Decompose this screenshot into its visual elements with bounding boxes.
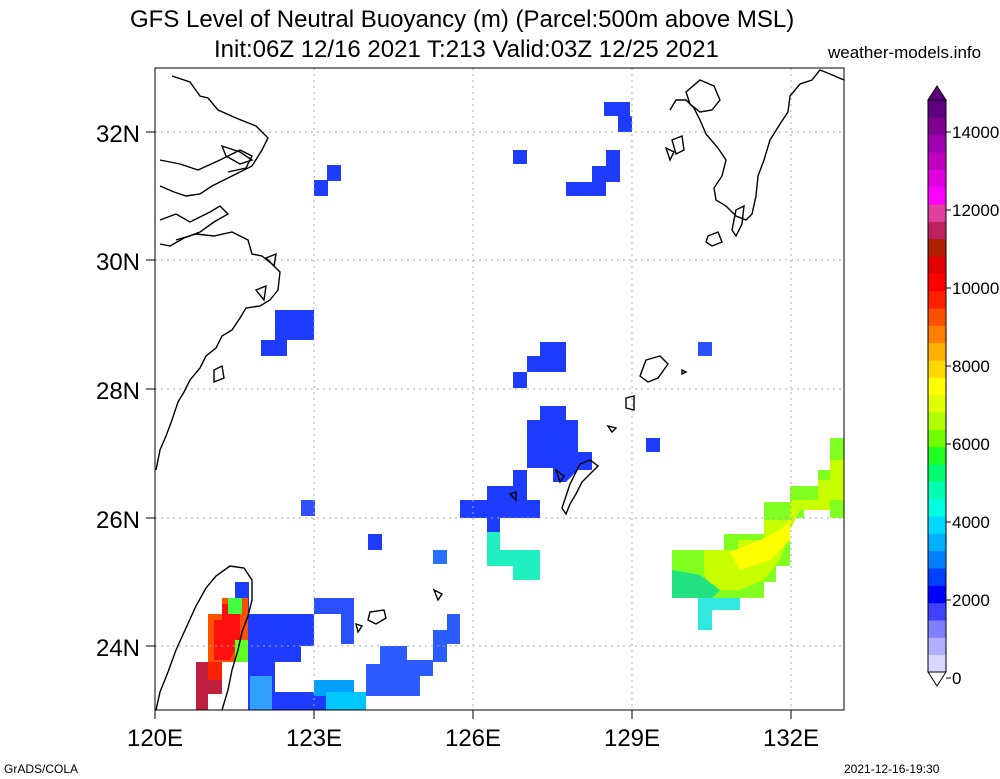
- colorbar-frame: [927, 99, 947, 673]
- lat-label-32n: 32N: [96, 121, 140, 148]
- colorbar-min-arrow: [927, 671, 947, 687]
- colorbar-segment: [928, 273, 946, 292]
- colorbar-segment: [928, 360, 946, 378]
- colorbar-segment: [928, 256, 946, 274]
- colorbar-label-12000: 12000: [952, 201, 999, 220]
- lon-label-129e: 129E: [604, 725, 660, 752]
- colorbar-label-8000: 8000: [952, 357, 990, 376]
- colorbar-label-10000: 10000: [952, 279, 999, 298]
- colorbar-segment: [928, 516, 946, 534]
- colorbar-segment: [928, 429, 946, 448]
- lon-label-132e: 132E: [763, 725, 819, 752]
- colorbar: [927, 85, 951, 687]
- colorbar-segment: [928, 204, 946, 222]
- site-label: weather-models.info: [828, 43, 982, 62]
- colorbar-segment: [928, 152, 946, 170]
- colorbar-segment: [928, 290, 946, 309]
- colorbar-max-arrow: [927, 85, 947, 101]
- colorbar-segment: [928, 221, 946, 240]
- grid-lines: [155, 68, 844, 710]
- colorbar-segment: [928, 464, 946, 482]
- footer-right: 2021-12-16-19:30: [844, 762, 940, 776]
- colorbar-segment: [928, 620, 946, 638]
- coastlines: [155, 69, 844, 710]
- title-line-1: GFS Level of Neutral Buoyancy (m) (Parce…: [130, 6, 795, 33]
- colorbar-label-2000: 2000: [952, 591, 990, 610]
- colorbar-segment: [928, 186, 946, 205]
- colorbar-segment: [928, 325, 946, 344]
- colorbar-segment: [928, 654, 946, 673]
- colorbar-label-0: 0: [952, 669, 961, 688]
- lon-label-126e: 126E: [445, 725, 501, 752]
- colorbar-segment: [928, 308, 946, 326]
- colorbar-label-14000: 14000: [952, 123, 999, 142]
- colorbar-segment: [928, 412, 946, 430]
- colorbar-segment: [928, 238, 946, 257]
- colorbar-segment: [928, 498, 946, 517]
- colorbar-segment: [928, 585, 946, 604]
- colorbar-segment: [928, 550, 946, 569]
- colorbar-segment: [928, 446, 946, 465]
- colorbar-segment: [928, 394, 946, 413]
- axis-ticks: [146, 131, 792, 719]
- lat-label-30n: 30N: [96, 249, 140, 276]
- title-line-2: Init:06Z 12/16 2021 T:213 Valid:03Z 12/2…: [214, 36, 719, 63]
- colorbar-segment: [928, 342, 946, 361]
- lon-label-123e: 123E: [286, 725, 342, 752]
- lat-label-28n: 28N: [96, 378, 140, 405]
- footer-left: GrADS/COLA: [4, 762, 79, 776]
- lat-label-26n: 26N: [96, 507, 140, 534]
- buoyancy-field: [196, 102, 844, 710]
- colorbar-segment: [928, 117, 946, 136]
- colorbar-segment: [928, 637, 946, 656]
- colorbar-segment: [928, 134, 946, 153]
- colorbar-segment: [928, 533, 946, 552]
- colorbar-segment: [928, 568, 946, 586]
- colorbar-segment: [928, 602, 946, 621]
- colorbar-label-4000: 4000: [952, 513, 990, 532]
- colorbar-segment: [928, 481, 946, 500]
- colorbar-segment: [928, 100, 946, 118]
- lat-label-24n: 24N: [96, 635, 140, 662]
- colorbar-segment: [928, 169, 946, 188]
- lon-label-120e: 120E: [127, 725, 183, 752]
- colorbar-segment: [928, 377, 946, 396]
- colorbar-label-6000: 6000: [952, 435, 990, 454]
